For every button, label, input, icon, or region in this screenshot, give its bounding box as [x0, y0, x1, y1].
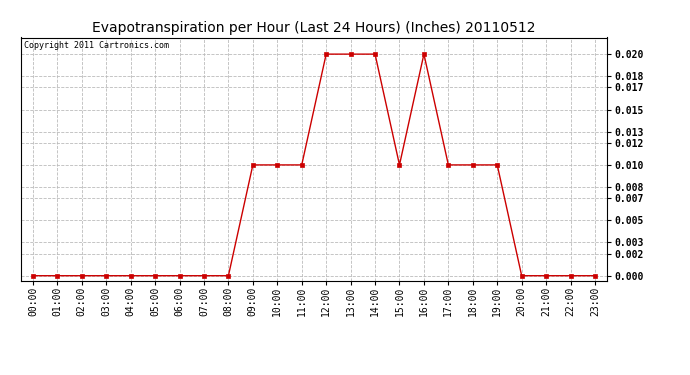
- Title: Evapotranspiration per Hour (Last 24 Hours) (Inches) 20110512: Evapotranspiration per Hour (Last 24 Hou…: [92, 21, 535, 35]
- Text: Copyright 2011 Cartronics.com: Copyright 2011 Cartronics.com: [23, 41, 168, 50]
